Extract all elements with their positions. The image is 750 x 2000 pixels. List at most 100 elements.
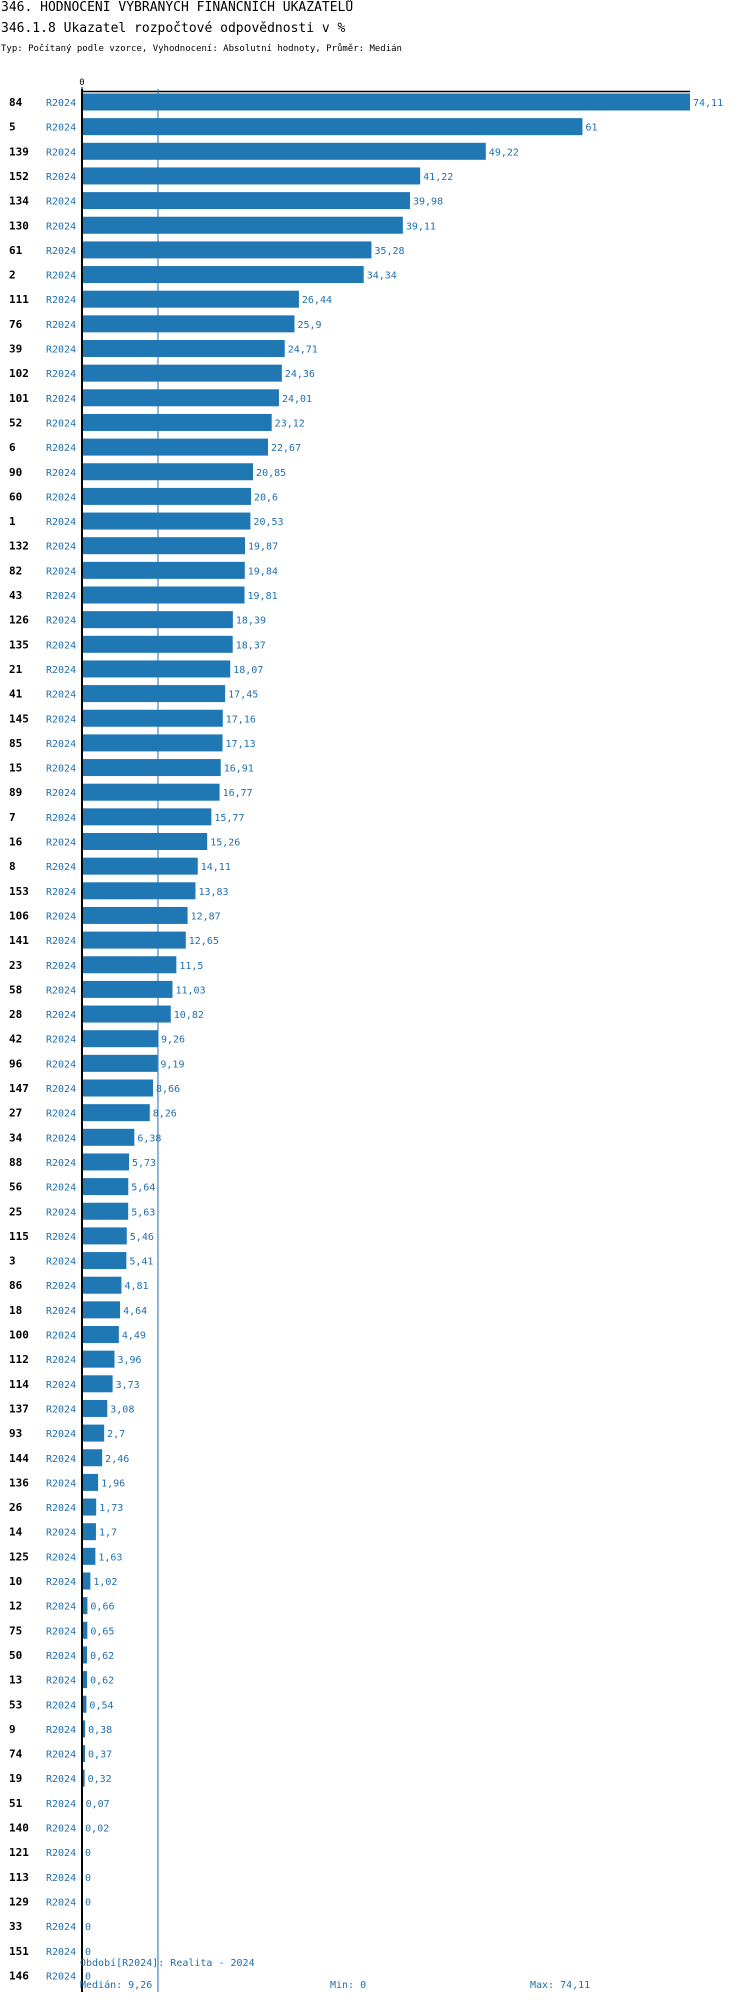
bar bbox=[82, 167, 421, 185]
period-tick-label: R2024 bbox=[46, 591, 76, 602]
bar bbox=[82, 882, 196, 900]
category-label: 102 bbox=[9, 367, 29, 380]
category-label: 43 bbox=[9, 589, 22, 602]
category-label: 33 bbox=[9, 1920, 22, 1933]
bar bbox=[82, 1498, 97, 1516]
category-label: 74 bbox=[9, 1748, 23, 1761]
category-label: 129 bbox=[9, 1895, 29, 1908]
bar bbox=[82, 1695, 87, 1713]
data-label: 1,7 bbox=[99, 1528, 117, 1539]
category-label: 135 bbox=[9, 638, 29, 651]
period-tick-label: R2024 bbox=[46, 1454, 76, 1465]
period-tick-label: R2024 bbox=[46, 320, 76, 331]
bar bbox=[82, 1054, 158, 1072]
data-label: 0,62 bbox=[90, 1676, 114, 1687]
period-tick-label: R2024 bbox=[46, 640, 76, 651]
data-label: 0,54 bbox=[89, 1700, 113, 1711]
data-label: 2,7 bbox=[107, 1429, 125, 1440]
period-tick-label: R2024 bbox=[46, 1824, 76, 1835]
period-tick-label: R2024 bbox=[46, 566, 76, 577]
period-tick-label: R2024 bbox=[46, 690, 76, 701]
bar bbox=[82, 1202, 129, 1220]
category-label: 21 bbox=[9, 663, 23, 676]
period-tick-label: R2024 bbox=[46, 739, 76, 750]
category-label: 61 bbox=[9, 244, 23, 257]
data-label: 5,73 bbox=[132, 1158, 156, 1169]
period-tick-label: R2024 bbox=[46, 1971, 76, 1982]
data-label: 25,9 bbox=[297, 320, 321, 331]
data-label: 0,65 bbox=[90, 1626, 114, 1637]
period-tick-label: R2024 bbox=[46, 394, 76, 405]
category-label: 96 bbox=[9, 1057, 23, 1070]
category-label: 8 bbox=[9, 860, 16, 873]
category-label: 112 bbox=[9, 1353, 29, 1366]
category-label: 18 bbox=[9, 1304, 22, 1317]
category-label: 6 bbox=[9, 441, 16, 454]
period-tick-label: R2024 bbox=[46, 985, 76, 996]
bar bbox=[82, 561, 245, 579]
bar bbox=[82, 759, 221, 777]
period-tick-label: R2024 bbox=[46, 1281, 76, 1292]
period-tick-label: R2024 bbox=[46, 295, 76, 306]
period-tick-label: R2024 bbox=[46, 1552, 76, 1563]
category-label: 50 bbox=[9, 1649, 22, 1662]
bar bbox=[82, 709, 223, 727]
data-label: 74,11 bbox=[693, 98, 723, 109]
category-label: 126 bbox=[9, 614, 29, 627]
period-tick-label: R2024 bbox=[46, 936, 76, 947]
bar bbox=[82, 340, 285, 357]
data-label: 19,81 bbox=[248, 591, 278, 602]
bar bbox=[82, 1399, 108, 1417]
category-label: 7 bbox=[9, 811, 16, 824]
data-label: 10,82 bbox=[174, 1010, 204, 1021]
period-tick-label: R2024 bbox=[46, 418, 76, 429]
data-label: 14,11 bbox=[201, 862, 231, 873]
data-label: 26,44 bbox=[302, 295, 332, 306]
data-label: 24,71 bbox=[288, 345, 318, 356]
bar bbox=[82, 1547, 96, 1565]
period-tick-label: R2024 bbox=[46, 1897, 76, 1908]
category-label: 9 bbox=[9, 1723, 16, 1736]
bar bbox=[82, 1030, 158, 1048]
category-label: 146 bbox=[9, 1969, 29, 1982]
bar bbox=[82, 1227, 127, 1245]
period-tick-label: R2024 bbox=[46, 1059, 76, 1070]
category-label: 15 bbox=[9, 762, 22, 775]
bar bbox=[82, 290, 299, 308]
period-tick-label: R2024 bbox=[46, 1109, 76, 1120]
period-tick-label: R2024 bbox=[46, 1725, 76, 1736]
period-tick-label: R2024 bbox=[46, 345, 76, 356]
data-label: 0 bbox=[85, 1897, 91, 1908]
category-label: 139 bbox=[9, 145, 29, 158]
data-label: 22,67 bbox=[271, 443, 301, 454]
chart-subtitle: Typ: Počítaný podle vzorce, Vyhodnocení:… bbox=[1, 44, 402, 54]
period-tick-label: R2024 bbox=[46, 147, 76, 158]
data-label: 0,02 bbox=[85, 1824, 109, 1835]
data-label: 4,81 bbox=[124, 1281, 148, 1292]
period-tick-label: R2024 bbox=[46, 1503, 76, 1514]
period-tick-label: R2024 bbox=[46, 788, 76, 799]
category-label: 58 bbox=[9, 983, 22, 996]
bar bbox=[82, 611, 233, 629]
data-label: 39,11 bbox=[406, 221, 436, 232]
period-tick-label: R2024 bbox=[46, 1577, 76, 1588]
bar bbox=[82, 512, 251, 530]
period-tick-label: R2024 bbox=[46, 616, 76, 627]
category-label: 89 bbox=[9, 786, 22, 799]
bar bbox=[82, 413, 272, 431]
category-label: 82 bbox=[9, 564, 22, 577]
category-label: 145 bbox=[9, 712, 29, 725]
category-label: 147 bbox=[9, 1082, 29, 1095]
category-label: 130 bbox=[9, 219, 29, 232]
category-label: 121 bbox=[9, 1846, 29, 1859]
bar bbox=[82, 956, 177, 974]
data-label: 34,34 bbox=[367, 271, 397, 282]
data-label: 12,87 bbox=[191, 911, 221, 922]
bar bbox=[82, 1079, 154, 1097]
period-tick-label: R2024 bbox=[46, 1626, 76, 1637]
category-label: 26 bbox=[9, 1501, 23, 1514]
data-label: 17,16 bbox=[226, 714, 256, 725]
category-label: 53 bbox=[9, 1698, 22, 1711]
period-tick-label: R2024 bbox=[46, 1380, 76, 1391]
period-tick-label: R2024 bbox=[46, 1848, 76, 1859]
